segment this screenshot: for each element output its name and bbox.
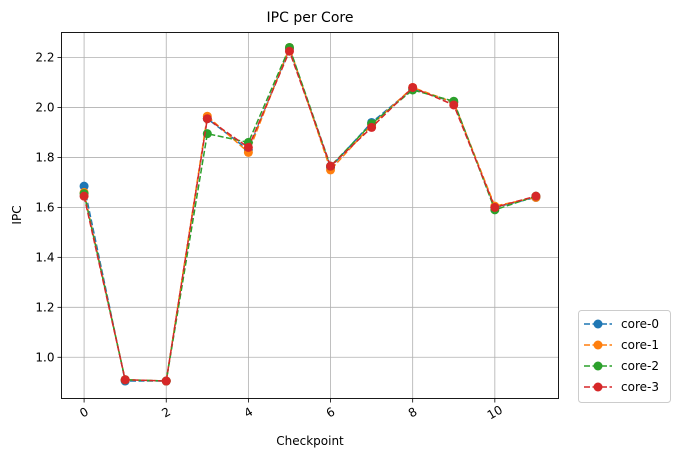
data-point-core-3 [408, 82, 418, 92]
series-lines [79, 42, 541, 386]
data-point-core-3 [120, 375, 130, 385]
legend-label: core-3 [621, 380, 659, 394]
x-tick-label: 6 [324, 405, 338, 421]
y-tick-label: 1.2 [35, 300, 54, 314]
x-axis-label: Checkpoint [276, 434, 344, 448]
legend-marker [593, 340, 603, 350]
plot-frame [61, 32, 559, 399]
x-tick-label: 8 [406, 405, 420, 421]
legend-label: core-0 [621, 317, 659, 331]
y-tick-label: 1.0 [35, 350, 54, 364]
chart-title: IPC per Core [267, 10, 354, 26]
y-tick-label: 1.6 [35, 200, 54, 214]
data-point-core-3 [326, 161, 336, 171]
data-point-core-3 [531, 191, 541, 201]
y-tick-label: 1.8 [35, 150, 54, 164]
x-tick-label: 2 [159, 405, 173, 421]
legend-marker [593, 382, 603, 392]
data-point-core-0 [79, 181, 89, 191]
legend: core-0 core-1 core-2 core-3 [578, 310, 671, 403]
data-point-core-3 [243, 142, 253, 152]
y-axis-label: IPC [10, 205, 24, 224]
x-tick-label: 0 [77, 405, 91, 421]
legend-frame [578, 310, 671, 403]
series-line-core-0 [83, 46, 537, 382]
legend-marker [593, 319, 603, 329]
legend-label: core-2 [621, 359, 659, 373]
data-point-core-3 [449, 100, 459, 110]
series-line-core-3 [83, 49, 537, 382]
x-tick-label: 4 [242, 405, 256, 421]
series-line-core-2 [83, 45, 537, 382]
data-point-core-3 [79, 191, 89, 201]
x-tick-label: 10 [485, 403, 505, 423]
data-point-core-3 [161, 376, 171, 386]
legend-marker [593, 361, 603, 371]
legend-label: core-1 [621, 338, 659, 352]
data-point-core-3 [284, 46, 294, 56]
y-tick-label: 2.2 [35, 50, 54, 64]
series-line-core-1 [83, 45, 537, 382]
data-point-core-3 [367, 122, 377, 132]
data-point-core-3 [202, 114, 212, 124]
y-tick-label: 1.4 [35, 250, 54, 264]
y-tick-label: 2.0 [35, 100, 54, 114]
grid [61, 32, 559, 399]
data-point-core-3 [490, 202, 500, 212]
axis-ticks: 0 2 4 6 8 10 1.0 1.2 1.4 1.6 1.8 2.0 2.2 [35, 50, 505, 422]
